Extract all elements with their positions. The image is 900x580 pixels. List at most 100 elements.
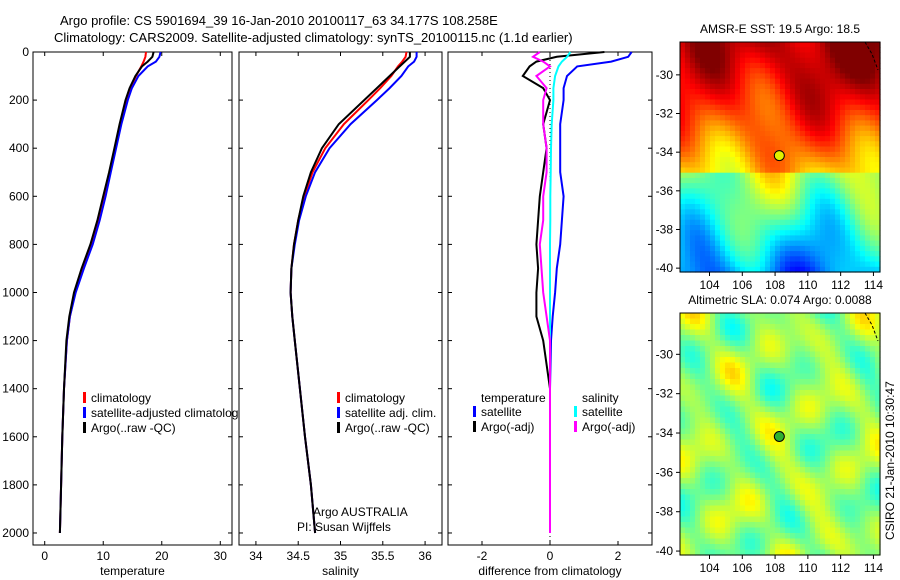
- map-cell: [815, 120, 821, 127]
- map-cell: [795, 57, 801, 64]
- map-cell: [875, 362, 881, 369]
- map-cell: [875, 162, 881, 168]
- map-cell: [865, 245, 871, 252]
- map-cell: [790, 219, 796, 226]
- map-cell: [830, 489, 836, 496]
- map-cell: [785, 467, 791, 474]
- map-cell: [765, 73, 771, 80]
- map-cell: [810, 461, 816, 468]
- map-cell: [840, 324, 846, 331]
- map-cell: [760, 489, 766, 496]
- map-cell: [875, 478, 881, 485]
- map-cell: [870, 94, 876, 101]
- map-cell: [815, 219, 821, 226]
- map-cell: [805, 357, 811, 364]
- map-cell: [735, 73, 741, 80]
- map-cell: [735, 230, 741, 236]
- map-cell: [700, 351, 706, 358]
- map-cell: [860, 549, 866, 556]
- map-cell: [795, 456, 801, 463]
- map-cell: [730, 83, 736, 90]
- map-cell: [750, 225, 756, 231]
- map-cell: [785, 251, 791, 257]
- map-cell: [840, 167, 846, 174]
- map-cell: [750, 379, 756, 386]
- map-cell: [680, 162, 686, 168]
- map-cell: [790, 261, 796, 268]
- map-cell: [790, 483, 796, 490]
- map-cell: [745, 549, 751, 556]
- map-cell: [730, 494, 736, 501]
- map-cell: [845, 172, 851, 179]
- map-cell: [760, 167, 766, 174]
- map-cell: [790, 489, 796, 496]
- map-cell: [710, 340, 716, 347]
- map-cell: [755, 527, 761, 534]
- map-cell: [810, 368, 816, 375]
- map-cell: [860, 346, 866, 353]
- legend-label: Argo(..raw -QC): [345, 421, 430, 435]
- map-cell: [830, 362, 836, 369]
- map-cell: [770, 522, 776, 529]
- map-cell: [790, 73, 796, 80]
- map-cell: [825, 368, 831, 375]
- map-cell: [800, 52, 806, 59]
- map-cell: [795, 251, 801, 257]
- map-cell: [775, 456, 781, 463]
- map-cell: [780, 406, 786, 413]
- map-cell: [825, 183, 831, 189]
- map-cell: [735, 57, 741, 64]
- map-cell: [800, 146, 806, 153]
- map-cell: [850, 204, 856, 210]
- map-cell: [870, 434, 876, 441]
- map-cell: [750, 261, 756, 268]
- map-cell: [840, 47, 846, 53]
- map-cell: [835, 125, 841, 132]
- map-cell: [725, 261, 731, 268]
- map-cell: [730, 434, 736, 441]
- map-cell: [715, 141, 721, 148]
- map-cell: [820, 68, 826, 74]
- map-cell: [740, 313, 746, 320]
- map-cell: [730, 412, 736, 419]
- map-cell: [845, 225, 851, 231]
- map-cell: [815, 500, 821, 507]
- map-cell: [705, 130, 711, 137]
- map-cell: [680, 120, 686, 127]
- map-cell: [850, 240, 856, 247]
- map-cell: [780, 329, 786, 336]
- map-cell: [775, 538, 781, 545]
- map-cell: [800, 428, 806, 435]
- map-cell: [840, 62, 846, 69]
- map-cell: [740, 500, 746, 507]
- map-cell: [790, 62, 796, 69]
- map-cell: [770, 78, 776, 85]
- map-cell: [840, 110, 846, 116]
- map-cell: [790, 478, 796, 485]
- map-cell: [740, 209, 746, 216]
- map-cell: [750, 172, 756, 179]
- map-cell: [745, 251, 751, 257]
- map-cell: [705, 335, 711, 342]
- map-cell: [685, 209, 691, 216]
- map-cell: [835, 362, 841, 369]
- map-cell: [815, 245, 821, 252]
- map-cell: [860, 225, 866, 231]
- map-cell: [725, 209, 731, 216]
- map-cell: [750, 47, 756, 53]
- map-cell: [825, 522, 831, 529]
- map-cell: [845, 94, 851, 101]
- map-cell: [770, 245, 776, 252]
- map-cell: [840, 450, 846, 457]
- map-cell: [700, 538, 706, 545]
- map-cell: [875, 172, 881, 179]
- map-cell: [800, 318, 806, 325]
- map-cell: [735, 467, 741, 474]
- map-cell: [755, 549, 761, 556]
- map-cell: [760, 162, 766, 168]
- map-cell: [730, 549, 736, 556]
- map-cell: [705, 527, 711, 534]
- map-cell: [680, 329, 686, 336]
- map-cell: [830, 351, 836, 358]
- map-cell: [840, 373, 846, 380]
